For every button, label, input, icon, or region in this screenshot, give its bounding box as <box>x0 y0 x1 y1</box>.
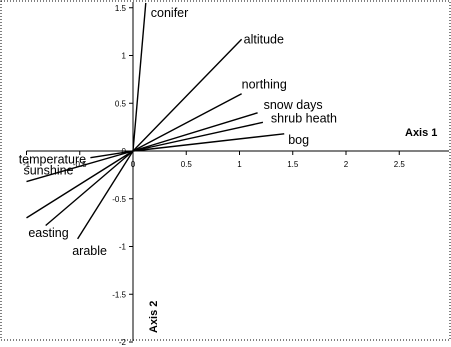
label-arable: arable <box>72 244 107 258</box>
x-tick-label: 2 <box>344 160 349 169</box>
label-altitude: altitude <box>244 32 284 46</box>
label-snow-days: snow days <box>264 98 323 112</box>
y-tick-label: 0 <box>122 147 127 156</box>
label-shrub-heath: shrub heath <box>271 111 337 125</box>
y-axis-title: Axis 2 <box>148 301 160 333</box>
x-tick-label: -0.5 <box>73 160 87 169</box>
y-tick-label: -1 <box>119 243 127 252</box>
label-northing: northing <box>242 78 287 92</box>
vector-easting <box>26 150 134 219</box>
x-tick-label: 1 <box>237 160 242 169</box>
vector-conifer <box>132 2 147 152</box>
vector-arable <box>77 150 134 240</box>
y-tick-label: -2 <box>119 338 127 347</box>
vectors <box>26 2 285 240</box>
y-tick-label: 1.5 <box>115 4 127 13</box>
vector-bog <box>132 133 285 152</box>
x-tick-label: 2.5 <box>394 160 406 169</box>
vector-sunshine <box>26 150 134 183</box>
vector-northing <box>132 93 242 152</box>
vector-snow-days <box>132 112 258 152</box>
label-easting: easting <box>28 226 68 240</box>
x-tick-label: -1 <box>23 160 31 169</box>
x-tick-label: 0.5 <box>181 160 193 169</box>
y-tick-label: -0.5 <box>112 195 126 204</box>
label-temperature: temperature <box>19 153 86 167</box>
label-sunshine: sunshine <box>23 164 73 178</box>
y-tick-label: 1 <box>122 52 127 61</box>
vector-shrub-heath <box>132 121 264 152</box>
y-tick-label: 0.5 <box>115 99 127 108</box>
vector-unlabeled <box>45 150 134 227</box>
vector-temperature <box>90 150 134 159</box>
vector-altitude <box>132 38 243 152</box>
label-bog: bog <box>288 133 309 147</box>
x-tick-label: 1.5 <box>287 160 299 169</box>
x-tick-label: 0 <box>131 160 136 169</box>
y-tick-label: -1.5 <box>112 290 126 299</box>
x-axis-title: Axis 1 <box>405 127 437 139</box>
label-conifer: conifer <box>151 6 189 20</box>
axes: -1-0.500.511.522.53-2-1.5-1-0.500.511.5 <box>23 2 451 347</box>
